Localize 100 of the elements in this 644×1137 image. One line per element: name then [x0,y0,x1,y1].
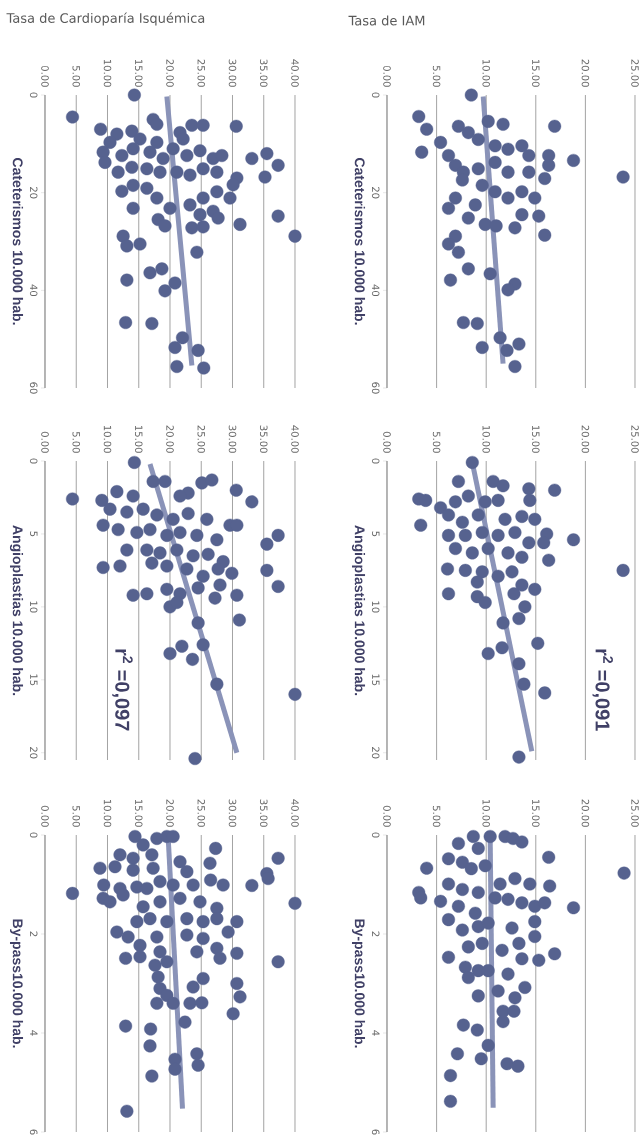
y-tick-label: 60 [29,382,38,394]
x-tick-label: 10.00 [482,799,490,827]
point [470,317,484,331]
x-tick-label: 20.00 [166,59,174,87]
y-tick-label: 15 [30,674,38,686]
point [522,149,536,163]
x-tick-label: 25.00 [197,425,206,453]
point [448,495,462,509]
point [471,508,485,522]
x-tick-label: 20.00 [581,59,590,87]
point [498,512,512,526]
point [442,528,455,542]
x-tick-label: 5.00 [72,65,81,87]
point [481,542,495,556]
point [442,508,455,522]
point [528,582,542,596]
point [505,565,519,579]
point [508,360,522,374]
point [531,636,545,650]
point [451,474,465,488]
point [488,139,502,153]
point [465,546,479,560]
x-tick-label: 0.00 [383,65,391,87]
point [515,208,529,222]
x-tick-label: 5.00 [432,431,441,453]
point [496,479,510,493]
point [548,119,562,133]
x-tick-label: 15.00 [532,799,540,827]
point [412,110,426,123]
point [508,525,522,539]
point [488,155,502,169]
y-tick-label: 20 [371,187,380,199]
x-tick-label: 30.00 [228,59,237,87]
point [471,132,485,146]
point [493,331,507,345]
point [616,170,630,184]
point [548,483,562,497]
point [538,172,552,186]
point [470,575,484,589]
y-tick-label: 60 [371,382,380,394]
point [464,88,478,102]
point [616,563,630,577]
y-tick-label: 0 [29,832,38,838]
point [538,228,552,242]
point [522,165,536,179]
x-tick-label: 25.00 [197,799,206,827]
y-tick-label: 0 [29,458,38,464]
x-tick-label: 0.00 [383,805,391,827]
point [481,114,495,128]
point [528,512,542,526]
point [566,153,580,167]
point [458,528,472,542]
point [518,600,532,614]
y-axis-title: By-pass10.000 hab. [9,919,24,1048]
point [495,641,509,655]
x-tick-label: 35.00 [259,425,268,453]
y-tick-label: 6 [29,1129,38,1135]
x-tick-label: 5.00 [432,805,441,827]
point [448,542,462,556]
point [507,587,521,601]
point [475,525,489,539]
x-tick-label: 15.00 [134,799,143,827]
y-tick-label: 2 [30,931,38,937]
annotation: r$^{2}$ =0,097 [112,649,133,731]
point [538,686,552,700]
point [517,677,531,691]
y-tick-label: 15 [372,674,380,686]
y-tick-label: 4 [30,1030,38,1036]
point [508,221,522,235]
y-axis-title: Angioplastias 10.000 hab. [351,525,366,696]
point [523,493,537,507]
x-tick-label: 10.00 [482,59,490,87]
x-tick-label: 25.00 [631,59,639,87]
y-axis-title: Cateterismos 10.000 hab. [354,158,366,325]
point [434,501,448,515]
point [455,515,469,529]
chart-title: Tasa de Cardioparía Isquémica [6,12,205,26]
x-tick-label: 30.00 [228,799,237,827]
point [515,578,529,592]
point [501,191,515,205]
point [461,126,475,140]
y-axis-title: Cateterismos 10.000 hab. [12,158,24,325]
y-tick-label: 5 [30,531,38,537]
point [542,553,556,567]
x-tick-label: 5.00 [72,805,81,827]
x-tick-label: 10.00 [482,425,490,453]
x-tick-label: 15.00 [532,425,540,453]
y-tick-label: 5 [372,531,380,537]
point [441,562,455,576]
point [515,139,529,153]
point [512,750,526,764]
x-tick-label: 15.00 [134,59,143,87]
y-tick-label: 2 [372,931,380,937]
y-tick-label: 20 [29,747,38,759]
point [475,340,489,354]
y-axis-title: By-pass10.000 hab. [351,919,366,1048]
point [468,198,482,212]
x-tick-label: 25.00 [631,799,639,827]
point [442,237,455,251]
point [512,612,526,626]
